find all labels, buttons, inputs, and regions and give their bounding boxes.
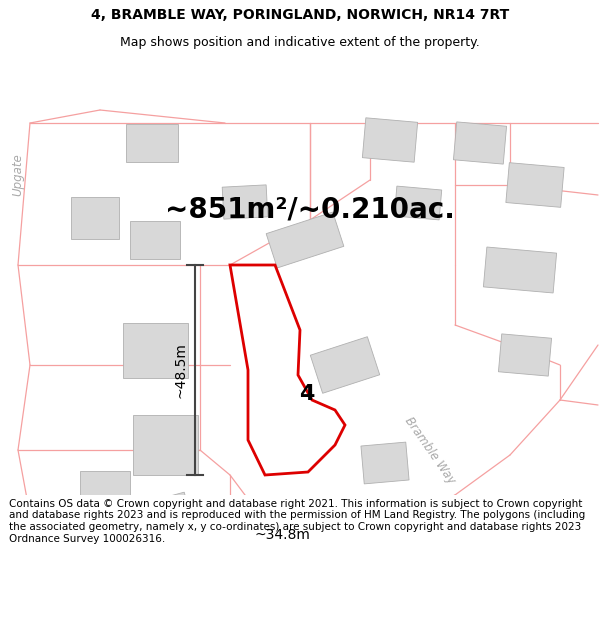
Bar xyxy=(133,415,197,475)
Text: Map shows position and indicative extent of the property.: Map shows position and indicative extent… xyxy=(120,36,480,49)
Bar xyxy=(136,492,194,542)
Bar xyxy=(122,322,187,378)
Bar xyxy=(454,122,506,164)
Bar xyxy=(499,334,551,376)
Bar xyxy=(71,197,119,239)
Bar xyxy=(67,520,123,566)
Bar xyxy=(394,186,442,220)
Bar xyxy=(126,124,178,162)
Text: ~34.8m: ~34.8m xyxy=(254,528,310,542)
Text: Bramble Way: Bramble Way xyxy=(402,414,458,486)
Bar xyxy=(506,162,564,208)
Text: Upgate: Upgate xyxy=(11,154,25,196)
Text: 4: 4 xyxy=(299,384,314,404)
Text: Contains OS data © Crown copyright and database right 2021. This information is : Contains OS data © Crown copyright and d… xyxy=(9,499,585,544)
Bar xyxy=(266,212,344,268)
Bar xyxy=(80,471,130,509)
Bar xyxy=(361,442,409,484)
Bar xyxy=(222,185,268,219)
Bar xyxy=(310,337,380,393)
Bar xyxy=(484,247,557,293)
Text: ~48.5m: ~48.5m xyxy=(174,342,188,398)
Bar xyxy=(130,221,180,259)
Text: ~851m²/~0.210ac.: ~851m²/~0.210ac. xyxy=(165,196,455,224)
Text: 4, BRAMBLE WAY, PORINGLAND, NORWICH, NR14 7RT: 4, BRAMBLE WAY, PORINGLAND, NORWICH, NR1… xyxy=(91,8,509,22)
Bar xyxy=(362,118,418,162)
